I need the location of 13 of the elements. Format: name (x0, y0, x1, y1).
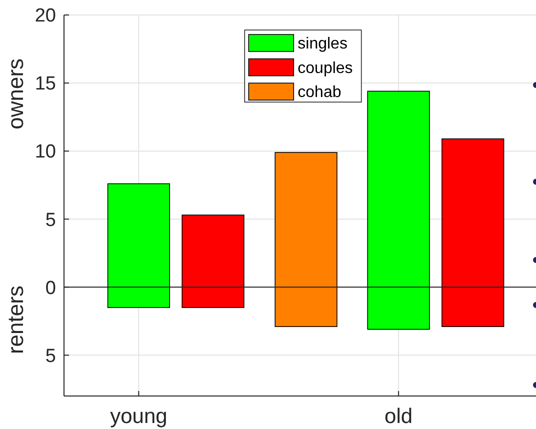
y-tick-label: 5 (45, 346, 56, 367)
y-axis-title: owners (3, 58, 28, 130)
legend-label: couples (298, 60, 353, 77)
y-tick-label: 20 (34, 6, 56, 27)
legend-label: singles (298, 36, 348, 53)
y-tick-label: 15 (34, 74, 56, 95)
x-tick-label: young (110, 405, 168, 428)
y-tick-label: 5 (45, 210, 56, 231)
text: renters (3, 286, 28, 354)
y-tick-label: 0 (45, 278, 56, 299)
y-tick-label: 10 (34, 142, 56, 163)
legend-label: cohab (298, 84, 342, 102)
x-tick-label: old (384, 405, 413, 428)
